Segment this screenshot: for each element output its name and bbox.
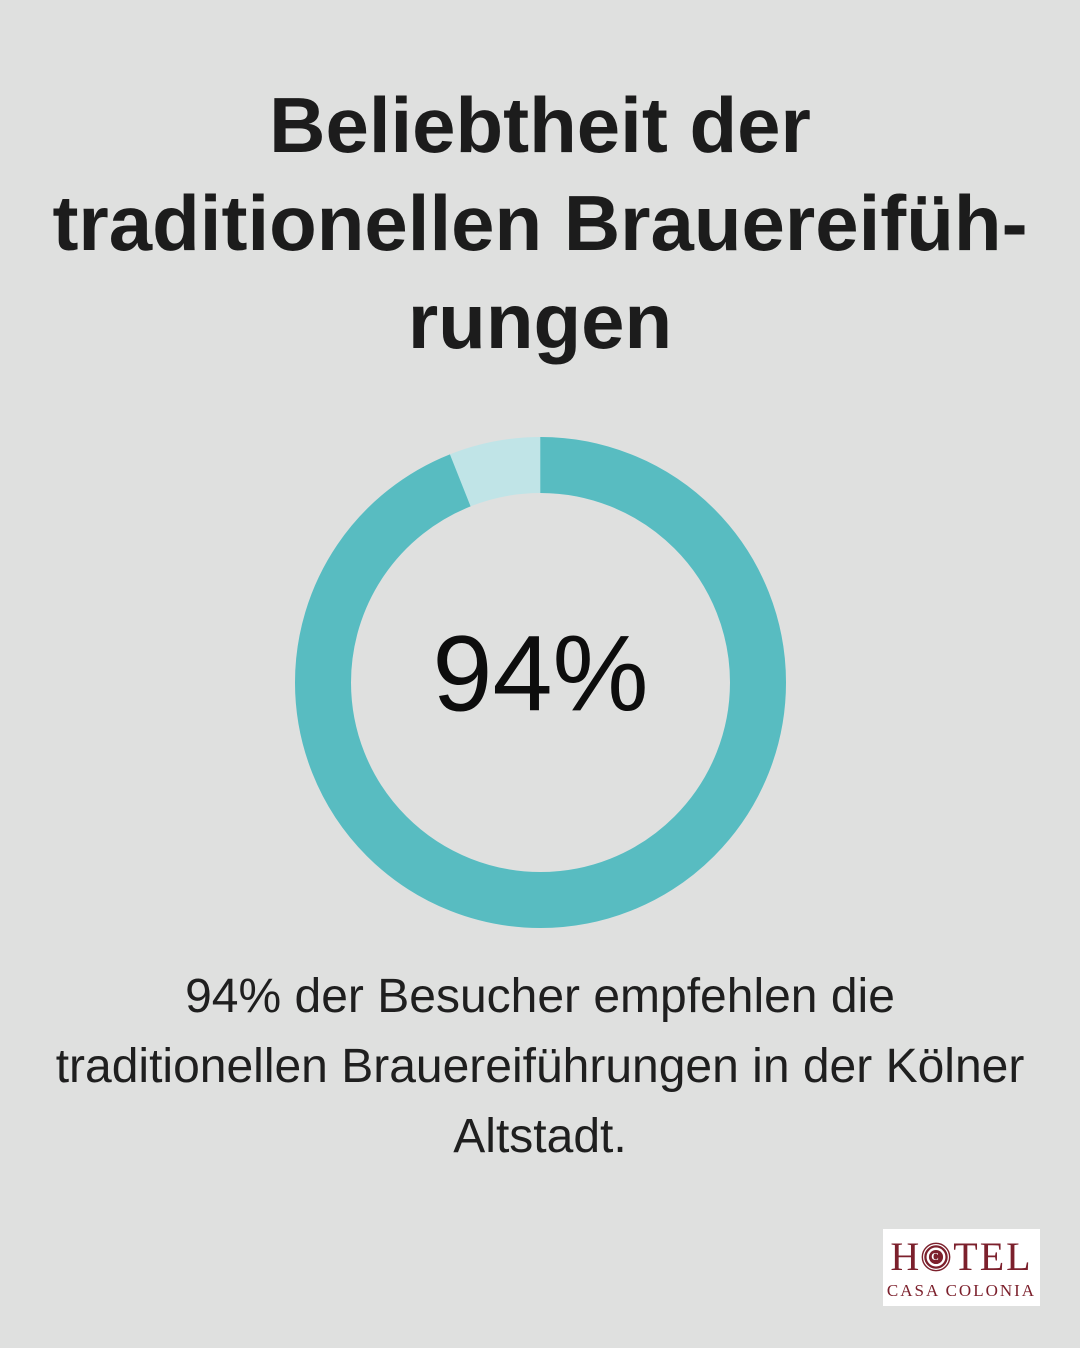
donut-chart-svg: [295, 437, 786, 928]
caption-line: Altstadt.: [453, 1110, 627, 1163]
hotel-casa-colonia-logo: H C TEL CASA COLONIA: [883, 1229, 1040, 1306]
concentric-rings-c-icon: C: [921, 1242, 951, 1271]
title-line: rungen: [407, 277, 673, 365]
logo-letter-h: H: [890, 1233, 922, 1279]
title-line: traditionellen Brauereifüh-: [52, 179, 1028, 267]
donut-chart: 94%: [295, 437, 786, 928]
logo-mark-letter: C: [932, 1251, 941, 1262]
caption-line: traditionellen Brauereiführungen in der …: [55, 1040, 1025, 1093]
donut-center-value: 94%: [432, 612, 649, 733]
logo-letters-tel: TEL: [953, 1233, 1033, 1279]
logo-hotel-wordmark: H C TEL: [890, 1233, 1033, 1279]
logo-casa-colonia-text: CASA COLONIA: [886, 1280, 1037, 1300]
title-line: Beliebtheit der: [269, 81, 811, 169]
chart-caption: 94% der Besucher empfehlen die tradition…: [0, 962, 1080, 1172]
donut-arc-main: [295, 437, 786, 928]
page-title: Beliebtheit der traditionellen Brauereif…: [0, 76, 1080, 370]
caption-line: 94% der Besucher empfehlen die: [185, 970, 895, 1023]
